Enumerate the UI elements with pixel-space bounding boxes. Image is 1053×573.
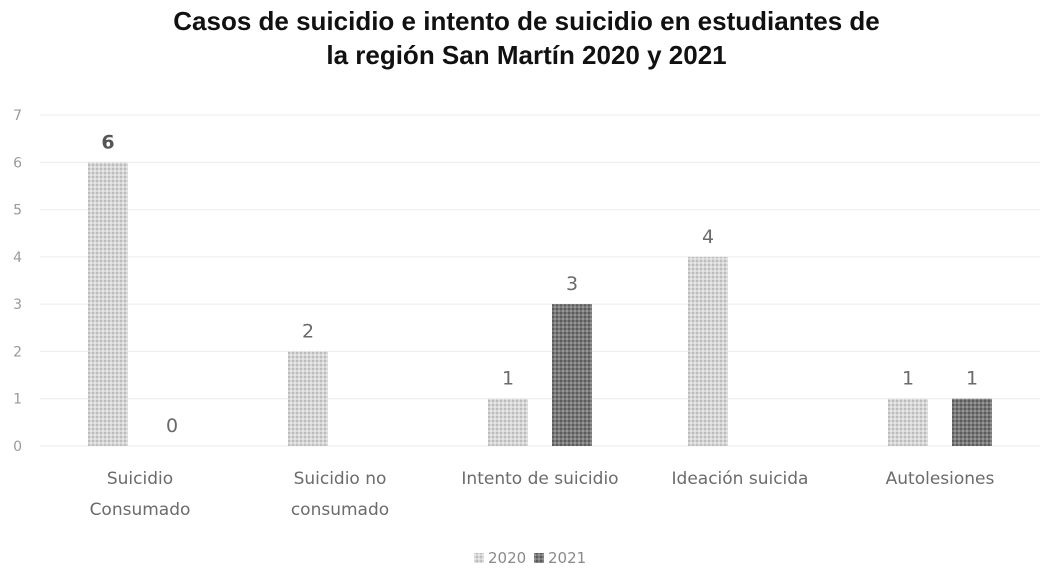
y-tick-label: 6 [13, 155, 22, 171]
data-label: 3 [566, 273, 578, 295]
y-axis: 0 1 2 3 4 5 6 7 [13, 108, 22, 455]
bar-2020 [688, 256, 728, 446]
chart-title-line-1: Casos de suicidio e intento de suicidio … [173, 6, 880, 36]
x-category-label: Consumado [90, 500, 191, 520]
chart-title: Casos de suicidio e intento de suicidio … [0, 4, 1053, 72]
y-tick-label: 0 [13, 439, 22, 455]
bar-2020 [488, 398, 528, 446]
y-tick-label: 4 [13, 250, 22, 266]
y-tick-label: 2 [13, 344, 22, 360]
gridlines [40, 114, 1040, 447]
legend-swatch [534, 553, 544, 563]
x-category-label: Autolesiones [886, 469, 995, 489]
data-label: 0 [166, 415, 178, 437]
bars [88, 162, 992, 447]
bar-2021 [952, 398, 992, 446]
bar-2021 [552, 304, 592, 446]
data-label: 2 [302, 320, 314, 342]
bar-2020 [888, 398, 928, 446]
data-labels: 6 2 1 4 1 0 3 1 [101, 131, 978, 437]
legend-swatch [474, 553, 484, 563]
y-tick-label: 5 [13, 203, 22, 219]
x-category-label: consumado [291, 500, 389, 520]
y-tick-label: 3 [13, 297, 22, 313]
legend-label: 2020 [488, 549, 526, 567]
data-label: 1 [902, 368, 914, 390]
bar-2020 [288, 351, 328, 446]
data-label: 6 [101, 131, 114, 153]
y-tick-label: 7 [13, 108, 22, 124]
data-label: 1 [502, 368, 514, 390]
x-category-label: Intento de suicidio [461, 469, 618, 489]
x-axis: Suicidio Consumado Suicidio no consumado Int… [90, 469, 995, 520]
data-label: 4 [702, 226, 714, 248]
legend-label: 2021 [548, 549, 586, 567]
bar-2020 [88, 162, 128, 447]
x-category-label: Suicidio [107, 469, 173, 489]
data-label: 1 [966, 368, 978, 390]
x-category-label: Suicidio no [294, 469, 387, 489]
chart-title-line-2: la región San Martín 2020 y 2021 [326, 40, 727, 70]
y-tick-label: 1 [13, 392, 22, 408]
x-category-label: Ideación suicida [672, 469, 809, 489]
legend: 2020 2021 [474, 549, 586, 567]
